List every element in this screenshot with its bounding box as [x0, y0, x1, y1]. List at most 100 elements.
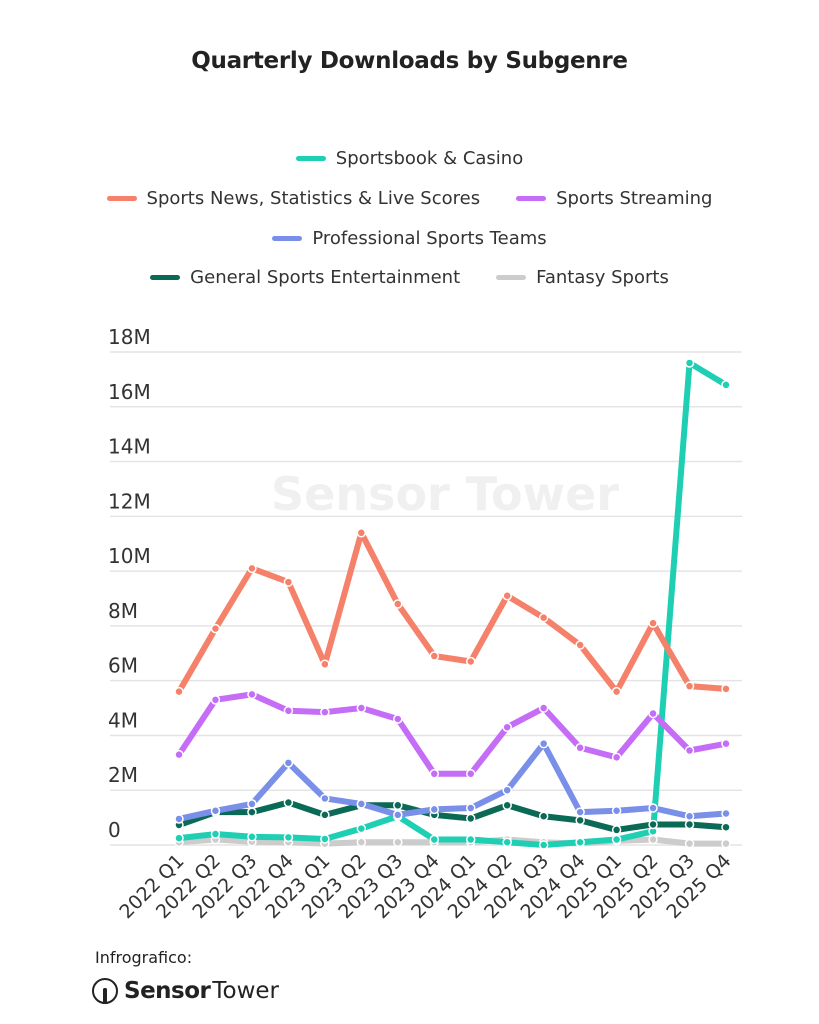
data-point	[538, 811, 549, 821]
legend-label: Sportsbook & Casino	[335, 148, 524, 169]
data-point	[429, 651, 440, 661]
legend-row-1: Sportsbook & Casino	[0, 148, 819, 169]
data-point	[174, 686, 184, 697]
data-point	[684, 819, 695, 830]
data-point	[575, 743, 585, 753]
data-point	[356, 528, 367, 538]
legend-label: Fantasy Sports	[536, 267, 669, 288]
legend-swatch	[295, 156, 326, 161]
data-point	[684, 358, 695, 368]
legend-label: Professional Sports Teams	[312, 228, 547, 249]
y-tick-label: 16M	[108, 380, 151, 404]
data-point	[575, 807, 585, 817]
data-point	[684, 838, 695, 849]
data-point	[283, 797, 294, 808]
data-point	[210, 695, 221, 705]
data-point	[393, 810, 403, 820]
data-point	[465, 656, 476, 667]
series-line	[176, 691, 729, 777]
data-point	[465, 803, 476, 813]
y-tick-label: 10M	[108, 544, 151, 568]
legend-item-general[interactable]: General Sports Entertainment	[150, 267, 460, 288]
legend-item-fantasy[interactable]: Fantasy Sports	[496, 267, 669, 288]
data-point	[611, 834, 622, 845]
data-point	[648, 708, 658, 719]
line-chart: Sensor Tower 0 2M 4M 6M 8M 10M 12M 14M 16M 18M 20…	[108, 325, 742, 923]
series-general-sports-entertainment	[174, 797, 731, 835]
data-point	[320, 793, 330, 804]
legend-swatch	[106, 196, 137, 201]
legend-item-pro-teams[interactable]: Professional Sports Teams	[272, 228, 547, 249]
series-line	[176, 740, 729, 822]
y-tick-label: 6M	[108, 654, 138, 678]
data-point	[320, 707, 330, 717]
data-point	[538, 840, 549, 850]
data-point	[247, 563, 257, 574]
legend-item-sportsbook[interactable]: Sportsbook & Casino	[295, 148, 524, 169]
data-point	[721, 808, 731, 819]
data-point	[174, 749, 184, 760]
data-point	[538, 703, 549, 713]
legend-row-3: Professional Sports Teams	[0, 228, 819, 249]
data-point	[538, 738, 549, 749]
data-point	[174, 814, 184, 824]
data-point	[648, 834, 658, 845]
y-tick-label: 8M	[108, 599, 138, 623]
legend-label: Sports Streaming	[556, 188, 713, 209]
data-point	[320, 659, 330, 669]
legend-swatch	[516, 196, 547, 201]
sensor-tower-logo-icon	[92, 978, 118, 1004]
data-point	[356, 799, 367, 809]
series-line	[176, 359, 729, 848]
data-point	[502, 591, 512, 601]
y-tick-label: 0	[108, 818, 121, 842]
data-point	[575, 640, 585, 650]
data-point	[721, 380, 731, 390]
legend-item-streaming[interactable]: Sports Streaming	[516, 188, 712, 209]
data-point	[465, 769, 476, 779]
data-point	[210, 806, 221, 816]
data-point	[611, 806, 622, 816]
logo-text-bold: Sensor	[124, 978, 211, 1004]
data-point	[247, 799, 257, 809]
legend-swatch	[272, 236, 303, 241]
legend-item-sports-news[interactable]: Sports News, Statistics & Live Scores	[106, 188, 481, 209]
data-point	[611, 752, 622, 763]
data-point	[465, 813, 476, 824]
sensor-tower-logo: Sensor Tower	[92, 978, 279, 1004]
data-point	[283, 706, 294, 716]
data-point	[502, 722, 512, 732]
data-point	[429, 834, 440, 845]
data-point	[210, 623, 221, 634]
data-point	[575, 815, 585, 826]
data-point	[356, 703, 367, 713]
data-point	[721, 838, 731, 849]
y-axis: 0 2M 4M 6M 8M 10M 12M 14M 16M 18M	[108, 325, 151, 842]
chart-title: Quarterly Downloads by Subgenre	[191, 48, 628, 74]
data-point	[684, 681, 695, 691]
data-point	[174, 833, 184, 843]
data-point	[538, 612, 549, 623]
data-point	[684, 811, 695, 821]
data-point	[393, 714, 403, 724]
data-point	[611, 825, 622, 835]
data-point	[502, 800, 512, 811]
data-point	[721, 738, 731, 749]
data-point	[320, 810, 330, 820]
data-point	[684, 745, 695, 756]
data-point	[247, 832, 257, 842]
data-point	[320, 834, 330, 844]
legend-swatch	[150, 275, 181, 280]
legend-row-4: General Sports Entertainment Fantasy Spo…	[0, 267, 819, 288]
data-point	[575, 837, 585, 848]
data-point	[393, 599, 403, 609]
series-line	[176, 799, 729, 833]
data-point	[283, 577, 294, 587]
data-point	[502, 785, 512, 795]
footer-label: Infrografico:	[95, 948, 193, 967]
gridlines	[110, 351, 742, 846]
legend-label: Sports News, Statistics & Live Scores	[146, 188, 481, 209]
data-point	[648, 819, 658, 830]
data-point	[356, 837, 367, 848]
